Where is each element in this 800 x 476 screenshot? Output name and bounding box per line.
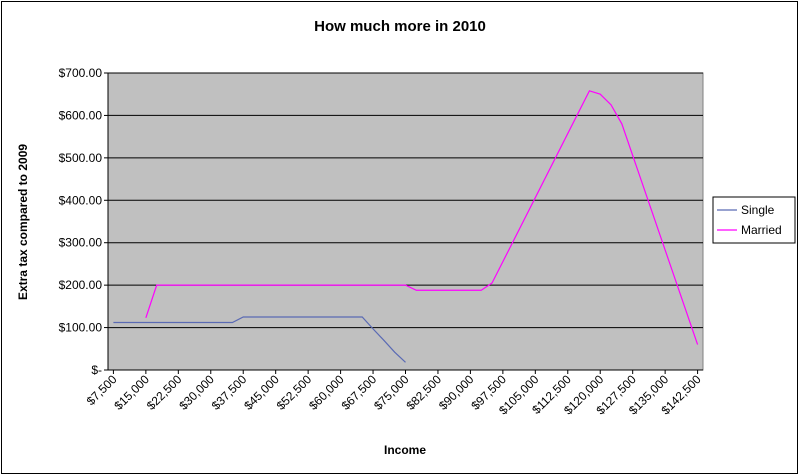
x-axis-label: Income [384,443,426,457]
chart-title: How much more in 2010 [314,18,486,35]
y-tick-label: $500.00 [59,151,103,165]
y-tick-label: $- [91,363,102,377]
y-tick-label: $300.00 [59,236,103,250]
y-tick-label: $200.00 [59,278,103,292]
y-axis-label: Extra tax compared to 2009 [16,144,30,300]
legend-label: Married [741,223,782,237]
legend-label: Single [741,203,775,217]
y-tick-label: $700.00 [59,66,103,80]
series-line [145,90,699,345]
y-tick-label: $600.00 [59,108,103,122]
y-tick-label: $400.00 [59,193,103,207]
legend-box [712,196,796,244]
series-line [113,316,406,363]
y-tick-label: $100.00 [59,321,103,335]
plot-area [107,72,704,371]
